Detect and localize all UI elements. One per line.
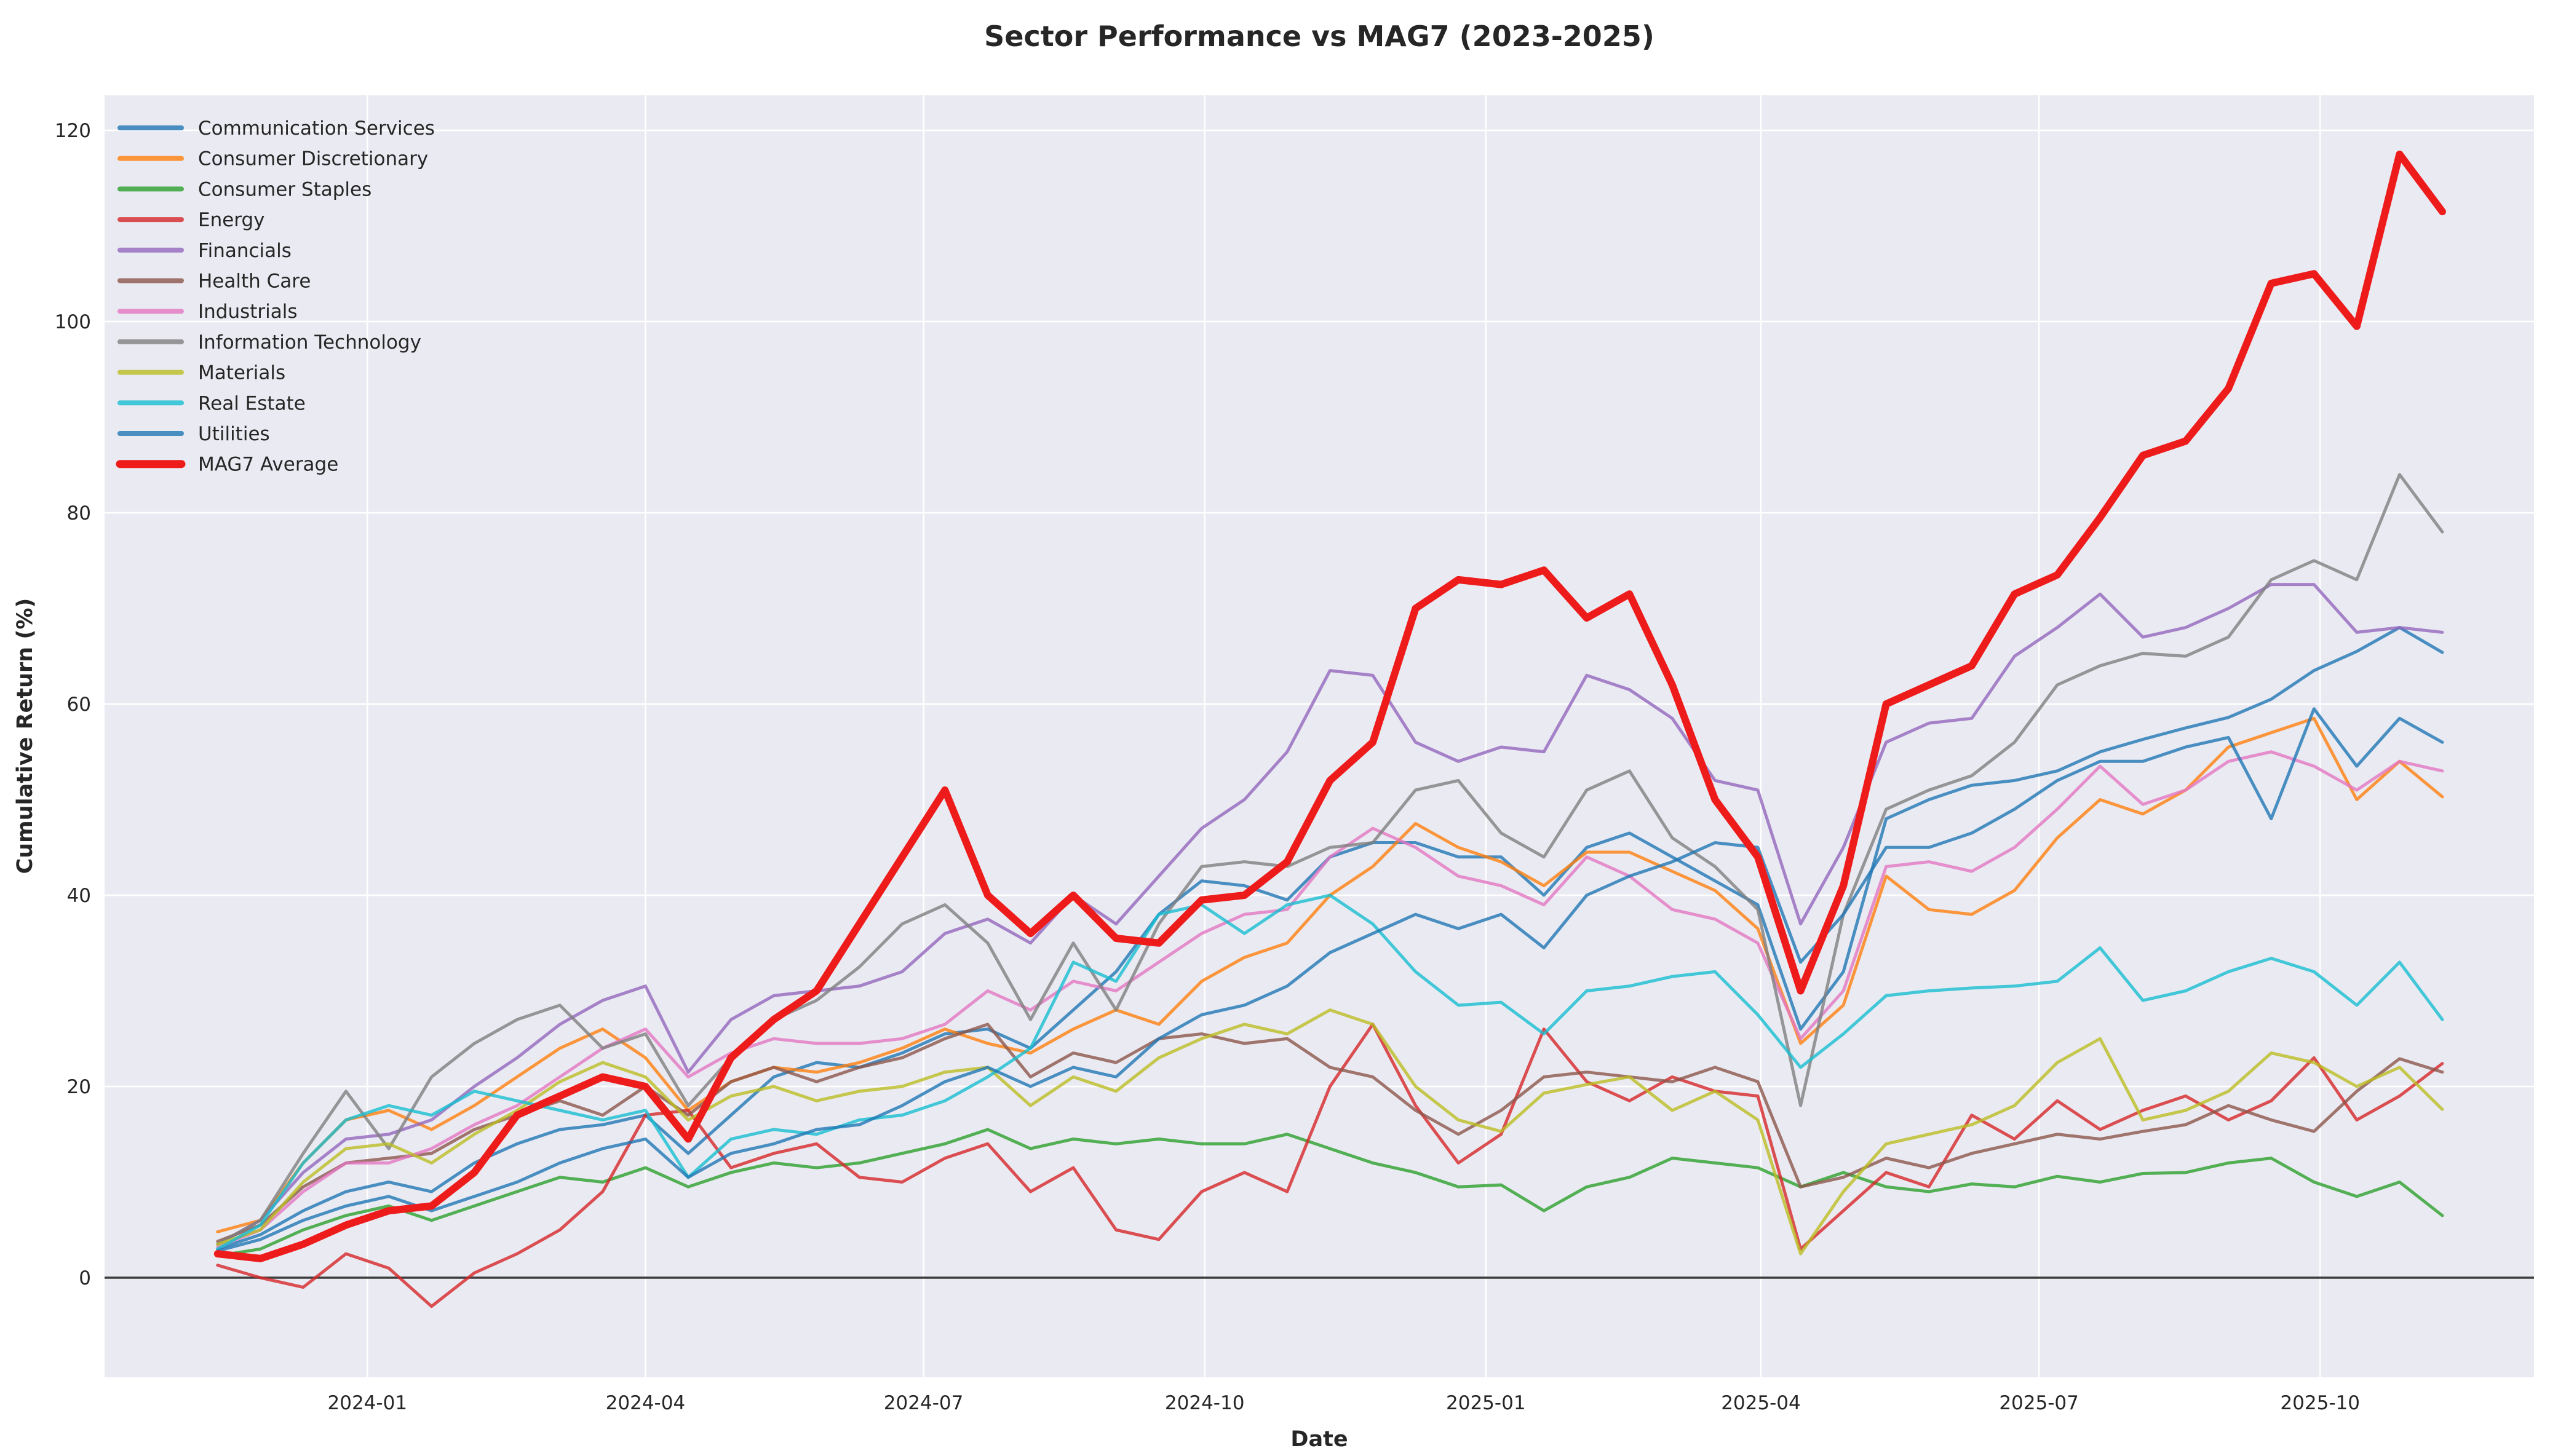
x-tick-label: 2024-04 — [606, 1392, 686, 1414]
legend-label-energy: Energy — [198, 209, 265, 231]
y-tick-label: 60 — [67, 694, 91, 716]
series-line-energy — [216, 1023, 2444, 1308]
x-tick-label: 2025-10 — [2280, 1392, 2360, 1414]
legend-item-financials: Financials — [117, 240, 292, 262]
legend-item-materials: Materials — [117, 362, 285, 384]
legend-item-utilities: Utilities — [117, 423, 270, 445]
y-tick-label: 20 — [67, 1076, 91, 1098]
y-tick-label: 0 — [79, 1267, 91, 1289]
x-tick-label: 2025-04 — [1721, 1392, 1801, 1414]
legend-label-real-estate: Real Estate — [198, 392, 306, 414]
series-line-utilities — [216, 707, 2444, 1252]
legend-item-energy: Energy — [117, 209, 265, 231]
series-line-real-estate — [216, 893, 2444, 1251]
legend-item-real-estate: Real Estate — [117, 392, 306, 414]
legend-item-information-technology: Information Technology — [117, 331, 421, 354]
series-line-information-technology — [216, 473, 2444, 1246]
legend-item-mag7-average: MAG7 Average — [116, 454, 338, 476]
y-tick-label: 120 — [55, 120, 91, 142]
x-tick-label: 2024-10 — [1165, 1392, 1245, 1414]
legend-label-materials: Materials — [198, 362, 285, 384]
series-line-industrials — [216, 750, 2444, 1249]
x-tick-label: 2025-01 — [1446, 1392, 1526, 1414]
legend-label-communication-services: Communication Services — [198, 117, 435, 140]
legend-label-financials: Financials — [198, 240, 292, 262]
series-line-mag7-average — [213, 150, 2446, 1262]
legend-label-utilities: Utilities — [198, 423, 270, 445]
legend-label-mag7-average: MAG7 Average — [198, 454, 338, 476]
legend-label-consumer-discretionary: Consumer Discretionary — [198, 148, 428, 170]
legend-label-health-care: Health Care — [198, 271, 311, 293]
legend: Communication Services Consumer Discretio… — [116, 117, 435, 476]
legend-item-health-care: Health Care — [117, 271, 311, 293]
x-tick-label: 2025-07 — [1999, 1392, 2079, 1414]
y-tick-label: 40 — [67, 885, 91, 907]
y-tick-label: 80 — [67, 502, 91, 524]
series-line-consumer-staples — [216, 1128, 2444, 1257]
series-line-health-care — [216, 1023, 2444, 1243]
legend-item-industrials: Industrials — [117, 301, 298, 323]
y-axis-label: Cumulative Return (%) — [13, 598, 38, 874]
legend-label-consumer-staples: Consumer Staples — [198, 178, 371, 200]
legend-item-consumer-staples: Consumer Staples — [117, 178, 371, 200]
series-line-financials — [216, 583, 2444, 1246]
legend-label-information-technology: Information Technology — [198, 331, 421, 354]
x-axis-label: Date — [1290, 1427, 1348, 1452]
legend-item-communication-services: Communication Services — [117, 117, 435, 140]
series-line-materials — [216, 1008, 2444, 1256]
legend-label-industrials: Industrials — [198, 301, 298, 323]
plot-background — [105, 95, 2534, 1377]
legend-item-consumer-discretionary: Consumer Discretionary — [117, 148, 428, 170]
y-tick-label: 100 — [55, 311, 91, 333]
chart-title: Sector Performance vs MAG7 (2023-2025) — [984, 20, 1654, 53]
x-tick-label: 2024-01 — [328, 1392, 408, 1414]
x-tick-label: 2024-07 — [884, 1392, 964, 1414]
plot-area: 0 20 40 60 80 100 120 2024-01 2024-04 2024-07 2024… — [55, 95, 2534, 1414]
